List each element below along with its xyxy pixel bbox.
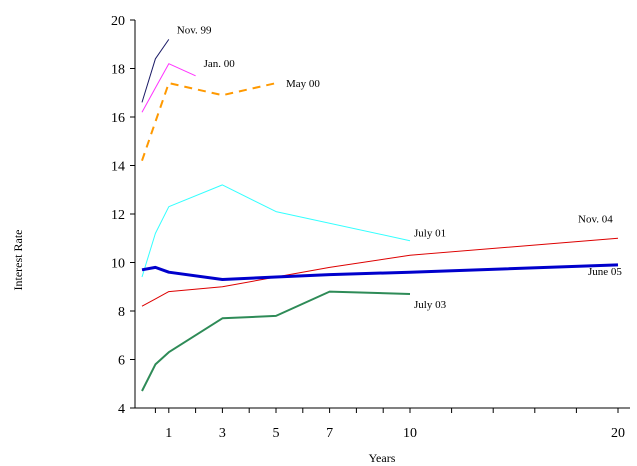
y-tick-label: 12 [111, 208, 125, 223]
series-line-2 [141, 82, 277, 162]
x-tick-label: 20 [611, 426, 625, 441]
series-label: Jan. 00 [204, 58, 236, 70]
x-axis-ticks: 1 3 5 7 10 20 [154, 408, 625, 441]
series-label: Nov. 99 [177, 24, 212, 36]
y-tick-label: 16 [111, 111, 125, 126]
series-line-3 [141, 184, 411, 278]
y-axis-title: Interest Rate [11, 230, 25, 291]
series-lines [141, 39, 619, 392]
series-label: July 01 [414, 228, 446, 240]
y-tick-label: 4 [118, 402, 125, 417]
y-axis-ticks: 4 6 8 10 12 14 16 18 20 [111, 14, 135, 417]
y-tick-label: 20 [111, 14, 125, 29]
x-tick-label: 5 [273, 426, 280, 441]
series-line-1 [141, 63, 196, 113]
series-line-0 [141, 39, 170, 103]
axes [134, 20, 630, 409]
x-axis-title: Years [369, 451, 396, 465]
series-line-5 [141, 263, 619, 281]
series-label: June 05 [588, 266, 622, 278]
x-tick-label: 3 [219, 426, 226, 441]
y-tick-label: 8 [118, 305, 125, 320]
y-tick-label: 10 [111, 257, 125, 272]
x-tick-label: 7 [326, 426, 333, 441]
series-line-4 [141, 237, 619, 307]
series-labels: Nov. 99 Jan. 00 May 00 July 01 Nov. 04 June 0… [177, 24, 623, 311]
series-label: May 00 [286, 78, 320, 90]
series-label: Nov. 04 [578, 213, 613, 225]
y-tick-label: 6 [118, 354, 125, 369]
x-tick-label: 1 [165, 426, 172, 441]
series-line-6 [141, 290, 411, 392]
y-tick-label: 18 [111, 63, 125, 78]
y-tick-label: 14 [111, 160, 125, 175]
x-tick-label: 10 [403, 426, 417, 441]
series-label: July 03 [414, 299, 447, 311]
